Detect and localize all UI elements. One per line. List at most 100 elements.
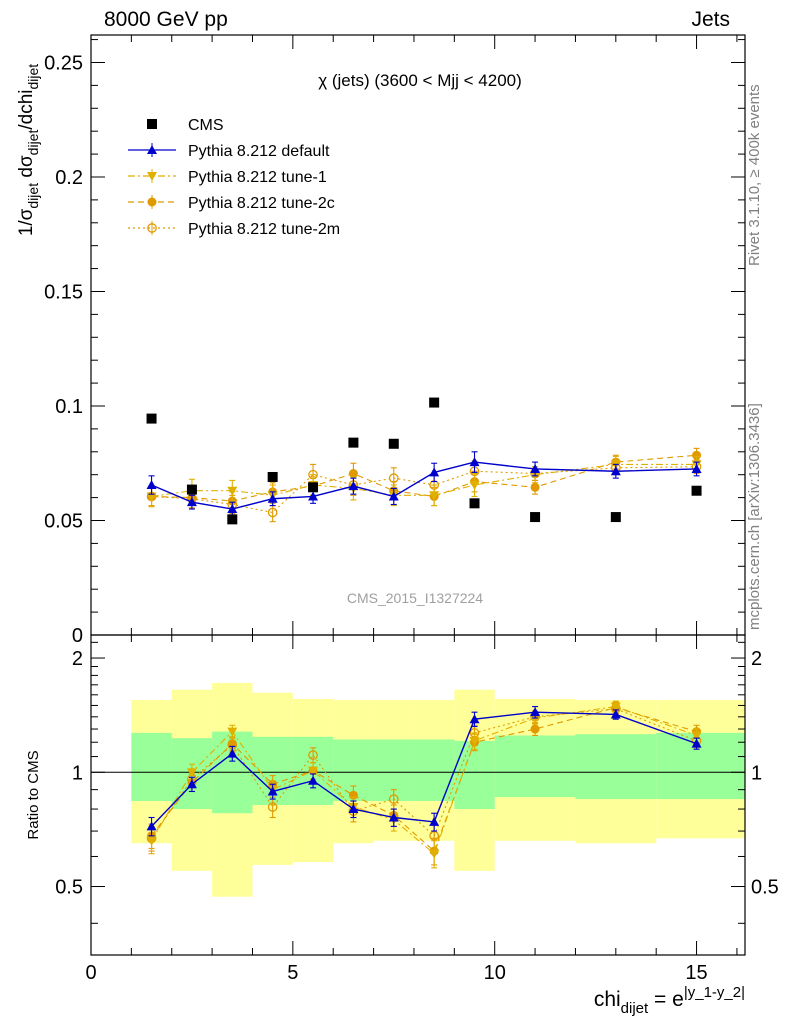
ratio-point [691, 731, 702, 741]
legend-label: CMS [188, 117, 224, 134]
analysis-watermark: CMS_2015_I1327224 [347, 590, 483, 606]
ratio-point [308, 766, 319, 776]
main-point [227, 504, 238, 514]
data-point [348, 437, 359, 448]
ratio-point [267, 802, 278, 812]
ratio-point [186, 779, 197, 789]
ratio-point [186, 768, 197, 778]
uncertainty-band-inner [656, 732, 745, 800]
main-point [469, 457, 480, 467]
ratio-y-tick-label: 2 [72, 648, 83, 670]
main-point [267, 493, 278, 503]
data-point [146, 413, 157, 424]
main-point [429, 467, 440, 477]
ratio-point [308, 750, 318, 760]
main-point [469, 481, 480, 490]
main-y-tick-label: 0 [72, 625, 83, 647]
ratio-series-line-1 [151, 707, 697, 853]
ratio-point [267, 786, 278, 796]
ratio-y-tick-label-right: 1 [751, 762, 762, 784]
uncertainty-band-inner [575, 734, 657, 800]
main-series-line-2 [151, 463, 697, 497]
ratio-point [348, 804, 359, 814]
legend-marker [147, 145, 157, 154]
main-y-axis-label: 1/σdijet dσdijet/dchidijet [16, 64, 41, 236]
chart-title: χ (jets) (3600 < Mjj < 4200) [318, 71, 522, 90]
legend-label: Pythia 8.212 tune-1 [188, 169, 327, 186]
ratio-point [308, 775, 319, 785]
ratio-point [530, 724, 540, 734]
x-tick-label: 5 [287, 962, 298, 984]
data-point [186, 484, 197, 495]
data-point [469, 498, 480, 509]
main-y-tick-label: 0.15 [44, 281, 83, 303]
main-point [692, 450, 702, 460]
ratio-point [469, 736, 480, 746]
ratio-point [429, 849, 440, 859]
data-point [308, 482, 319, 493]
main-series-line-3 [151, 461, 697, 510]
data-point [530, 512, 541, 523]
x-tick-label: 10 [484, 962, 506, 984]
main-point [610, 466, 621, 476]
legend-marker [147, 197, 157, 207]
main-y-tick-label: 0.2 [55, 167, 83, 189]
ratio-point [146, 836, 157, 846]
ratio-point [610, 709, 621, 719]
main-point [348, 469, 358, 479]
main-y-tick-label: 0.05 [44, 510, 83, 532]
main-y-tick-label: 0.1 [55, 396, 83, 418]
ratio-plot-frame [90, 634, 746, 956]
ratio-y-tick-label: 1 [72, 762, 83, 784]
header-category: Jets [691, 8, 730, 31]
ratio-y-axis-label: Ratio to CMS [25, 750, 42, 839]
ratio-point [610, 702, 621, 712]
main-point [308, 491, 319, 501]
main-point [227, 486, 238, 496]
ratio-y-tick-label-right: 0.5 [751, 877, 779, 899]
main-point [388, 491, 399, 501]
ratio-point [227, 727, 238, 737]
header-process: 8000 GeV pp [104, 8, 228, 31]
ratio-point [146, 821, 157, 831]
x-tick-label: 0 [85, 962, 96, 984]
ratio-point [429, 816, 440, 826]
data-point [267, 471, 278, 482]
data-point [388, 438, 399, 449]
main-point [530, 463, 541, 473]
legend-label: Pythia 8.212 tune-2m [188, 221, 340, 238]
uncertainty-band-inner [413, 739, 455, 802]
ratio-point [227, 748, 238, 758]
legend-marker [147, 119, 157, 129]
main-point [530, 482, 540, 492]
ratio-series-line-3 [151, 711, 697, 827]
data-point [691, 485, 702, 496]
main-point [186, 497, 197, 507]
main-point [267, 507, 278, 518]
uncertainty-band-inner [494, 735, 576, 798]
legend-label: Pythia 8.212 default [188, 143, 330, 160]
ratio-point [691, 738, 702, 748]
main-series-line-1 [151, 454, 697, 502]
ratio-point [388, 794, 399, 804]
main-y-tick-label: 0.25 [44, 52, 83, 74]
ratio-y-tick-label: 0.5 [55, 877, 83, 899]
ratio-point [530, 707, 541, 717]
data-point [429, 397, 440, 408]
uncertainty-band-inner [131, 732, 172, 802]
ratio-point [388, 812, 399, 822]
legend-label: Pythia 8.212 tune-2c [188, 195, 335, 212]
legend-marker [147, 223, 157, 233]
x-tick-label: 15 [685, 962, 707, 984]
main-point [429, 491, 440, 501]
data-point [610, 512, 621, 523]
main-point [146, 480, 157, 489]
x-axis-label: chidijet = e|y_1-y_2| [594, 984, 745, 1017]
ratio-point [469, 714, 480, 724]
data-point [227, 514, 238, 525]
legend-marker [147, 172, 157, 181]
main-point [691, 463, 702, 473]
main-point [348, 481, 359, 491]
ratio-y-tick-label-right: 2 [751, 648, 762, 670]
